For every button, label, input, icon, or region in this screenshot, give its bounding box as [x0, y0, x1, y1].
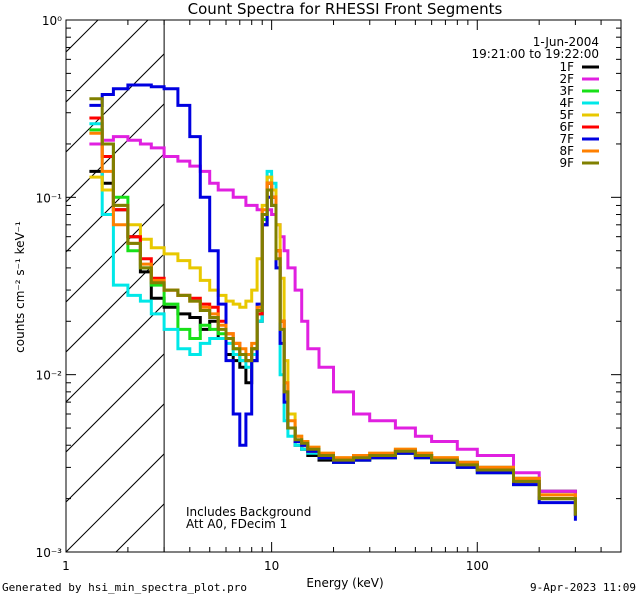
y-tick-label: 10⁰ — [42, 14, 62, 28]
y-tick-label: 10⁻² — [36, 369, 63, 383]
x-tick-label: 100 — [466, 559, 489, 573]
legend-date: 1-Jun-2004 — [533, 35, 599, 49]
legend-label-6F: 6F — [559, 120, 574, 134]
legend-label-2F: 2F — [559, 72, 574, 86]
annotation-background: Includes Background — [186, 505, 311, 519]
legend-label-5F: 5F — [559, 108, 574, 122]
legend-label-4F: 4F — [559, 96, 574, 110]
legend-label-7F: 7F — [559, 132, 574, 146]
legend-label-8F: 8F — [559, 144, 574, 158]
plot-frame — [65, 19, 622, 553]
legend-label-3F: 3F — [559, 84, 574, 98]
x-tick-label: 1 — [62, 559, 70, 573]
hatch-lines — [66, 20, 165, 552]
axes: 1 10 100 10⁰ 10⁻¹ 10⁻² 10⁻³ — [36, 14, 622, 573]
series-line-9F — [89, 97, 577, 516]
y-tick-label: 10⁻³ — [36, 546, 63, 560]
legend-label-1F: 1F — [559, 60, 574, 74]
y-axis-label: counts cm⁻² s⁻¹ keV⁻¹ — [13, 221, 27, 353]
y-tick-label: 10⁻¹ — [36, 191, 63, 205]
series-line-2F — [89, 135, 577, 516]
x-tick-label: 10 — [264, 559, 279, 573]
footer-date-stamp: 9-Apr-2023 11:09 — [530, 581, 636, 594]
x-axis-label: Energy (keV) — [306, 576, 383, 590]
annotation-attenuator: Att A0, FDecim 1 — [186, 517, 287, 531]
legend-time-range: 19:21:00 to 19:22:00 — [472, 47, 599, 61]
hatched-region — [66, 20, 165, 552]
series-layer — [89, 83, 577, 521]
footer-generated-by: Generated by hsi_min_spectra_plot.pro — [2, 581, 248, 594]
chart-title: Count Spectra for RHESSI Front Segments — [188, 0, 503, 18]
legend-label-9F: 9F — [559, 156, 574, 170]
